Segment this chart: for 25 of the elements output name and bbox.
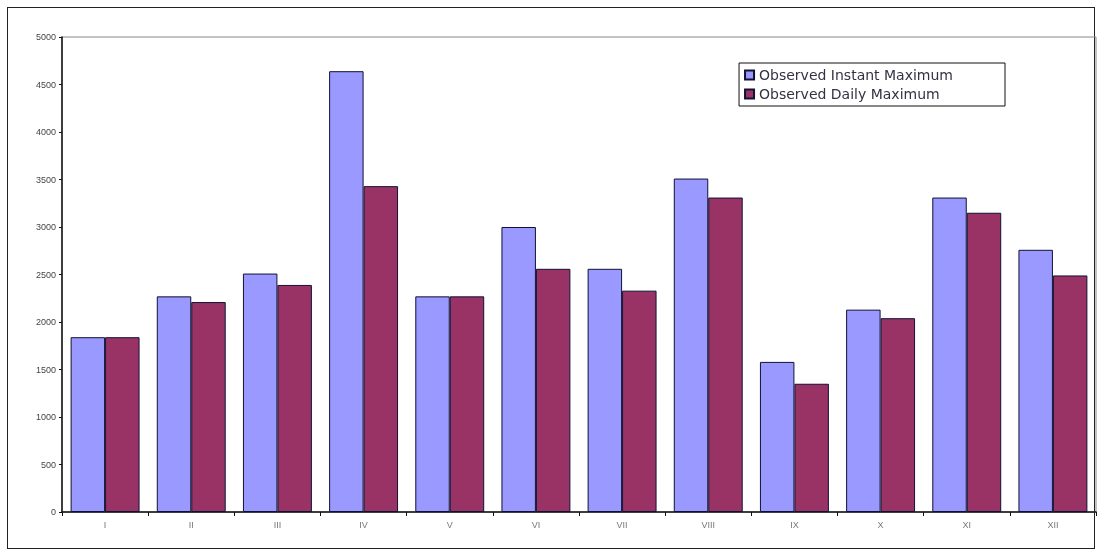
- x-tick-label: I: [103, 519, 107, 530]
- x-tick-label: V: [446, 519, 453, 530]
- y-tick-label: 2500: [35, 269, 56, 280]
- legend-label: Observed Instant Maximum: [759, 67, 954, 83]
- x-tick-label: VII: [616, 519, 628, 530]
- y-tick-label: 0: [50, 507, 56, 517]
- x-tick-label: II: [188, 519, 194, 530]
- y-tick-label: 4000: [35, 127, 56, 137]
- y-tick-label: 500: [40, 459, 56, 470]
- y-tick-label: 3500: [35, 174, 56, 185]
- x-tick-label: VI: [531, 519, 541, 530]
- y-tick-label: 2000: [35, 317, 56, 327]
- y-tick-label: 1500: [35, 364, 56, 375]
- y-tick-label: 5000: [35, 32, 56, 42]
- x-tick-label: X: [877, 519, 884, 530]
- legend-label: Observed Daily Maximum: [759, 86, 940, 102]
- y-tick-label: 1000: [35, 412, 56, 422]
- y-tick-label: 3000: [35, 222, 56, 232]
- x-tick-label: III: [273, 519, 282, 530]
- x-tick-label: IX: [790, 519, 799, 530]
- x-tick-label: VIII: [701, 519, 716, 530]
- x-tick-label: XI: [962, 519, 972, 530]
- y-tick-label: 4500: [35, 79, 56, 90]
- x-tick-label: XII: [1047, 519, 1059, 530]
- x-tick-label: IV: [359, 519, 368, 530]
